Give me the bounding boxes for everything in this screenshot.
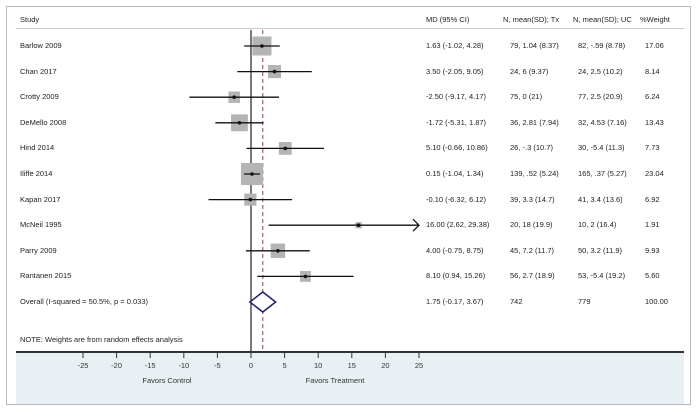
study-md-ci: 0.15 (-1.04, 1.34) <box>426 169 484 178</box>
study-n-tx: 36, 2.81 (7.94) <box>510 117 559 127</box>
study-n-tx: 26, -.3 (10.7) <box>510 143 553 153</box>
overall-diamond <box>248 291 277 313</box>
overall-md-ci: 1.75 (-0.17, 3.67) <box>426 297 484 306</box>
study-name: Kapan 2017 <box>20 194 61 204</box>
study-md-ci: 5.10 (-0.66, 10.86) <box>426 143 488 153</box>
study-name: Rantanen 2015 <box>20 271 72 281</box>
overall-weight: 100.00 <box>645 297 668 306</box>
study-md-ci: 3.50 (-2.05, 9.05) <box>426 66 484 76</box>
header-n-tx: N, mean(SD); Tx <box>503 15 560 24</box>
header-study: Study <box>20 15 40 24</box>
ci-truncation-arrow <box>412 218 420 232</box>
study-n-uc: 77, 2.5 (20.9) <box>578 92 623 102</box>
favors-treatment-label: Favors Treatment <box>306 376 366 385</box>
point-estimate <box>276 249 280 253</box>
x-tick-label: -5 <box>214 361 221 370</box>
study-n-uc: 165, .37 (5.27) <box>578 169 627 178</box>
study-n-tx: 56, 2.7 (18.9) <box>510 271 555 281</box>
point-estimate <box>283 146 288 151</box>
x-axis-line <box>16 351 684 353</box>
study-md-ci: 4.00 (-0.75, 8.75) <box>426 245 484 255</box>
x-tick-label: 10 <box>314 361 322 370</box>
x-tick-label: -25 <box>78 361 89 370</box>
x-tick-label: -20 <box>111 361 122 370</box>
study-weight: 8.14 <box>645 66 660 76</box>
study-n-uc: 32, 4.53 (7.16) <box>578 117 627 127</box>
study-n-uc: 82, -.59 (8.78) <box>578 41 626 50</box>
study-n-tx: 45, 7.2 (11.7) <box>510 245 555 255</box>
x-tick-label: -10 <box>178 361 189 370</box>
study-name: Barlow 2009 <box>20 41 62 50</box>
study-md-ci: 16.00 (2.62, 29.38) <box>426 220 490 230</box>
study-md-ci: -2.50 (-9.17, 4.17) <box>426 92 487 102</box>
x-tick-label: 5 <box>283 361 287 370</box>
study-weight: 9.93 <box>645 245 660 255</box>
study-n-uc: 53, -5.4 (19.2) <box>578 271 626 281</box>
chart-frame <box>6 6 691 405</box>
overall-n-uc: 779 <box>578 297 591 306</box>
x-tick-label: 20 <box>381 361 389 370</box>
study-weight: 23.04 <box>645 169 664 178</box>
point-estimate <box>303 274 308 279</box>
study-n-tx: 139, .52 (5.24) <box>510 169 559 178</box>
header-md: MD (95% CI) <box>426 15 470 24</box>
study-name: Chan 2017 <box>20 66 57 76</box>
study-n-uc: 50, 3.2 (11.9) <box>578 245 623 255</box>
study-name: Hind 2014 <box>20 143 55 153</box>
study-weight: 1.91 <box>645 220 660 230</box>
study-weight: 13.43 <box>645 117 664 127</box>
point-estimate <box>260 44 264 48</box>
study-md-ci: -1.72 (-5.31, 1.87) <box>426 117 487 127</box>
study-n-tx: 20, 18 (19.9) <box>510 220 553 230</box>
study-weight: 17.06 <box>645 41 664 50</box>
study-n-uc: 24, 2.5 (10.2) <box>578 66 623 76</box>
study-name: Parry 2009 <box>20 245 57 255</box>
point-estimate <box>248 197 253 202</box>
study-md-ci: 1.63 (-1.02, 4.28) <box>426 41 484 50</box>
study-n-uc: 10, 2 (16.4) <box>578 220 617 230</box>
study-n-tx: 79, 1.04 (8.37) <box>510 41 559 50</box>
point-estimate <box>250 172 254 176</box>
x-tick-label: 25 <box>415 361 423 370</box>
x-tick-label: 0 <box>249 361 253 370</box>
x-tick-label: 15 <box>348 361 356 370</box>
study-n-tx: 39, 3.3 (14.7) <box>510 194 555 204</box>
study-name: Iliffe 2014 <box>20 169 53 178</box>
study-weight: 7.73 <box>645 143 660 153</box>
x-tick-label: -15 <box>145 361 156 370</box>
study-n-uc: 30, -5.4 (11.3) <box>578 143 625 153</box>
overall-label: Overall (I-squared = 50.5%, p = 0.033) <box>20 297 148 306</box>
header-divider <box>16 28 684 29</box>
weights-note: NOTE: Weights are from random effects an… <box>20 335 183 344</box>
point-estimate <box>232 95 236 99</box>
study-name: McNeil 1995 <box>20 220 62 230</box>
study-weight: 5.60 <box>645 271 660 281</box>
favors-control-label: Favors Control <box>142 376 192 385</box>
header-weight: %Weight <box>640 15 670 24</box>
header-n-uc: N, mean(SD); UC <box>573 15 632 24</box>
point-estimate <box>356 223 361 227</box>
study-md-ci: -0.10 (-6.32, 6.12) <box>426 194 487 204</box>
study-n-uc: 41, 3.4 (13.6) <box>578 194 623 204</box>
study-md-ci: 8.10 (0.94, 15.26) <box>426 271 486 281</box>
axis-band <box>16 352 684 404</box>
point-estimate <box>272 69 277 74</box>
study-n-tx: 75, 0 (21) <box>510 92 543 102</box>
point-estimate <box>237 121 242 125</box>
overall-n-tx: 742 <box>510 297 523 306</box>
study-weight: 6.92 <box>645 194 660 204</box>
study-name: DeMello 2008 <box>20 117 67 127</box>
study-n-tx: 24, 6 (9.37) <box>510 66 549 76</box>
study-weight: 6.24 <box>645 92 660 102</box>
study-name: Crotty 2009 <box>20 92 59 102</box>
